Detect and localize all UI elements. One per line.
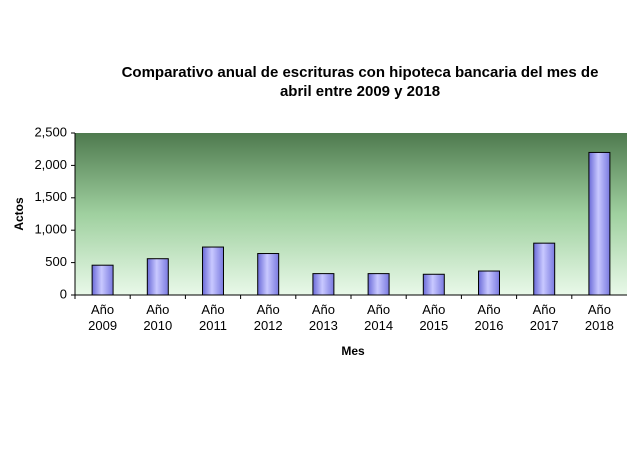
y-tick-label: 2,500 — [34, 124, 67, 139]
chart-title: Comparativo anual de escrituras con hipo… — [121, 64, 599, 100]
x-tick-label: Año 2011 — [199, 302, 227, 333]
x-tick-label: Año 2009 — [88, 302, 118, 333]
bar — [367, 273, 390, 296]
bar — [588, 151, 611, 296]
x-tick-label: Año 2014 — [364, 302, 394, 333]
bar — [533, 242, 556, 296]
y-tick-label: 500 — [45, 254, 67, 269]
x-axis-label: Mes — [341, 344, 365, 358]
bar — [91, 264, 114, 296]
bar — [202, 246, 224, 296]
x-tick-label: Año 2015 — [419, 302, 449, 333]
x-tick-label: Año 2012 — [253, 302, 283, 333]
x-tick-label: Año 2016 — [474, 302, 504, 333]
x-tick-label: Año 2018 — [584, 302, 614, 333]
bar — [478, 270, 500, 296]
y-tick-label: 0 — [60, 286, 67, 301]
x-tick-label: Año 2010 — [143, 302, 173, 333]
y-axis-label: Actos — [12, 197, 26, 231]
bar — [422, 273, 445, 296]
y-tick-label: 2,000 — [34, 157, 67, 172]
bar — [146, 258, 169, 296]
x-tick-label: Año 2017 — [529, 302, 559, 333]
bar — [257, 253, 280, 296]
y-tick-label: 1,000 — [34, 222, 67, 237]
bar — [312, 273, 335, 296]
x-tick-label: Año 2013 — [308, 302, 338, 333]
y-tick-label: 1,500 — [34, 189, 67, 204]
